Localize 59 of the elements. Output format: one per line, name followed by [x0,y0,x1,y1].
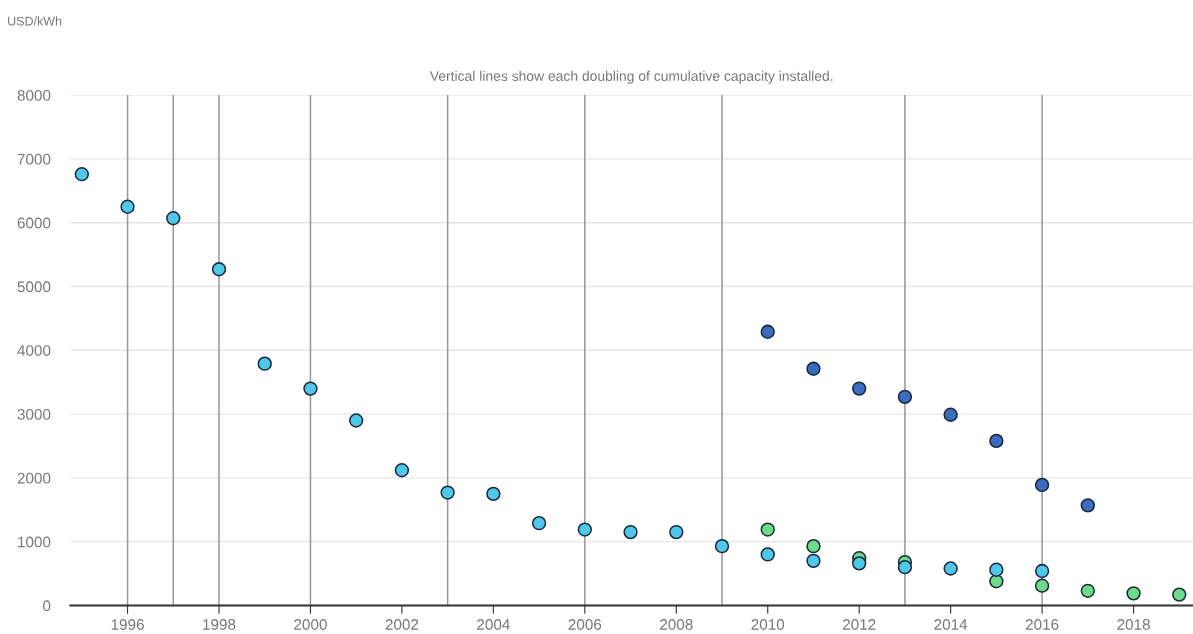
point [303,381,318,396]
point [577,522,592,537]
point [440,485,455,500]
point [211,262,227,277]
point [897,560,913,575]
point [1126,586,1141,601]
x-tick-label: 2002 [385,619,419,630]
point [166,211,181,226]
x-tick-label: 1996 [111,619,144,630]
point [760,324,775,339]
point [1034,477,1050,493]
x-tick-label: 2010 [751,619,785,630]
x-tick-label: 2016 [1025,619,1059,630]
point [943,407,958,422]
point [1080,583,1095,598]
point [806,553,821,568]
y-tick-label: 4000 [17,345,51,356]
point [349,413,364,428]
point [714,538,730,554]
point [531,516,547,531]
point [1034,578,1050,593]
point [257,356,272,371]
y-tick-label: 6000 [17,217,51,229]
point [852,556,867,571]
point [852,381,867,396]
point [669,524,684,540]
point [74,167,89,182]
x-tick-label: 2012 [842,619,876,630]
point [806,361,821,376]
y-tick-label: 7000 [17,153,51,165]
x-tick-label: 2008 [660,619,693,630]
point [1034,563,1050,579]
point [1172,587,1187,602]
point [120,199,135,214]
point [760,547,775,562]
y-tick-label: 5000 [17,281,51,293]
point [989,433,1004,449]
point [760,522,775,537]
text: Vertical lines show each doubling of cumulative capacity installed. [429,70,833,84]
y-tick-label: 1000 [18,536,51,548]
text: USD/kWh [8,16,62,26]
x-tick-label: 2018 [1117,619,1150,630]
point [943,561,958,576]
y-tick-label: 0 [43,600,51,612]
y-tick-label: 8000 [17,89,51,101]
point [486,486,501,501]
point [623,524,638,540]
point [806,538,821,554]
point [989,562,1004,577]
x-tick-label: 2004 [477,619,510,630]
x-tick-label: 2006 [568,619,602,630]
point [897,389,913,405]
x-tick-label: 2000 [294,619,327,630]
point [394,463,410,478]
y-tick-label: 3000 [17,408,51,420]
x-tick-label: 1998 [203,619,236,630]
point [1080,498,1095,513]
x-tick-label: 2014 [934,619,968,630]
y-tick-label: 2000 [17,472,51,484]
